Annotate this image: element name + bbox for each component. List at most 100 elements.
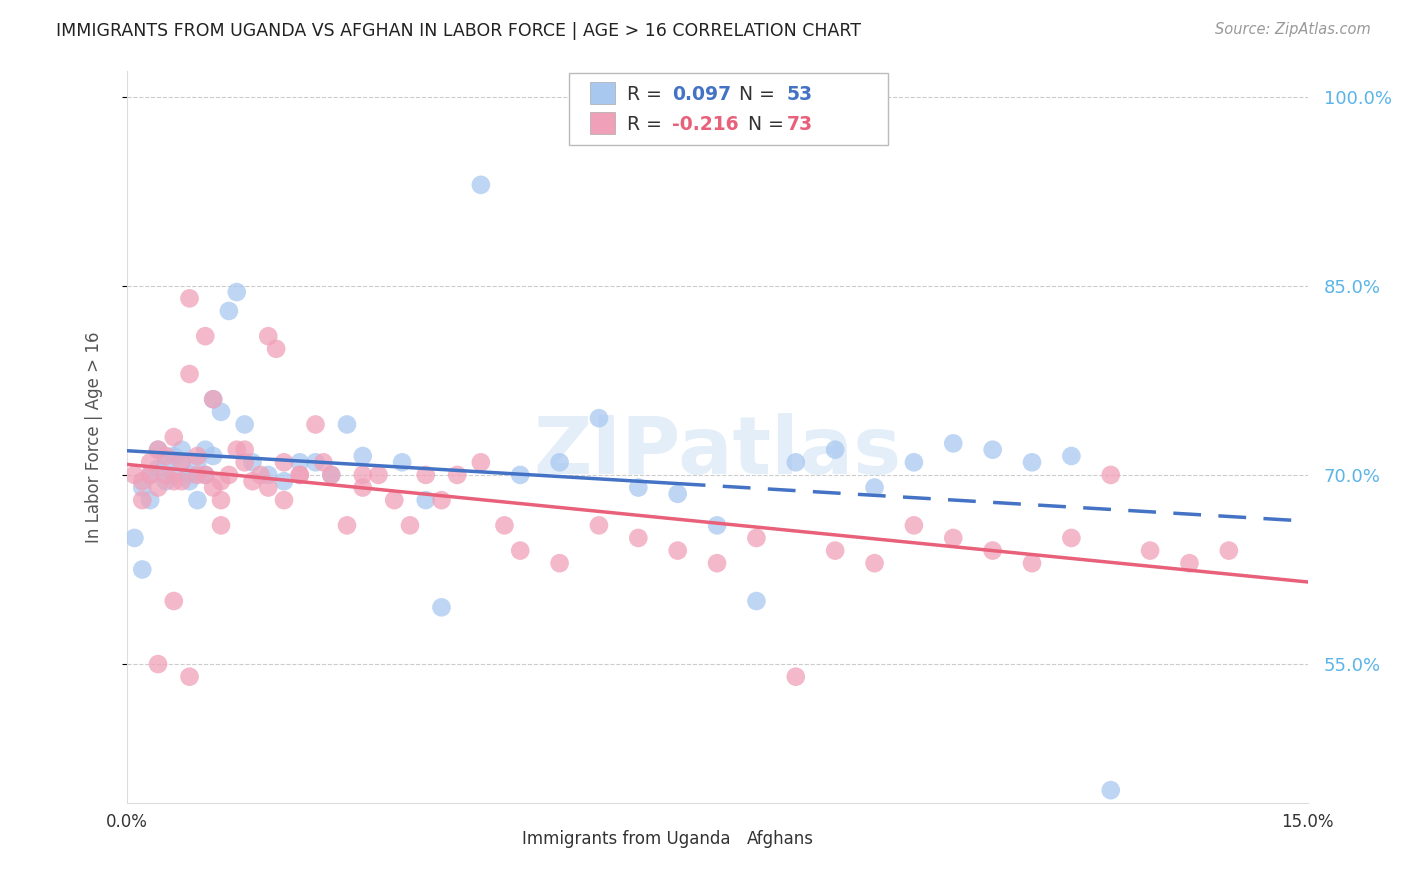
Point (249, 467, 271, 482)
Point (186, 449, 208, 463)
Point (430, 600, 453, 615)
Text: 73: 73 (787, 114, 813, 134)
Point (225, 442, 247, 457)
Point (273, 455, 295, 469)
Point (225, 285, 247, 299)
Point (209, 474, 232, 488)
Point (139, 493, 162, 508)
Point (202, 449, 225, 463)
Point (367, 467, 389, 482)
Point (785, 670, 807, 684)
Point (470, 178, 492, 192)
Point (446, 467, 468, 482)
Point (146, 657, 169, 671)
Point (588, 518, 610, 533)
Text: N =: N = (748, 114, 790, 134)
Point (745, 594, 768, 608)
Point (1099, 467, 1122, 482)
Text: R =: R = (627, 114, 668, 134)
Point (321, 467, 343, 482)
Point (163, 430, 186, 444)
Point (1060, 449, 1083, 463)
Point (1139, 543, 1161, 558)
Point (124, 467, 146, 482)
Point (706, 556, 728, 570)
Point (170, 455, 193, 469)
Point (233, 455, 256, 469)
Point (186, 493, 208, 508)
Point (824, 442, 846, 457)
Point (1178, 556, 1201, 570)
Text: Afghans: Afghans (747, 830, 814, 848)
FancyBboxPatch shape (569, 73, 889, 145)
Point (1099, 783, 1122, 797)
Point (509, 467, 531, 482)
Point (288, 467, 311, 482)
Point (288, 455, 311, 469)
Point (146, 481, 169, 495)
Point (399, 518, 422, 533)
Y-axis label: In Labor Force | Age > 16: In Labor Force | Age > 16 (84, 331, 103, 543)
Point (179, 474, 201, 488)
Point (273, 474, 295, 488)
Point (352, 449, 374, 463)
Point (218, 304, 240, 318)
Point (785, 455, 807, 469)
Point (257, 481, 280, 495)
Point (194, 442, 217, 457)
Point (548, 556, 571, 570)
Point (131, 562, 153, 576)
Point (233, 417, 256, 432)
Point (415, 493, 437, 508)
Point (163, 467, 186, 482)
Point (1218, 543, 1240, 558)
Point (179, 670, 201, 684)
Point (131, 481, 153, 495)
Point (257, 467, 280, 482)
Point (336, 518, 359, 533)
Point (194, 329, 217, 343)
Point (155, 449, 177, 463)
Point (131, 493, 153, 508)
Point (170, 455, 193, 469)
Point (863, 556, 886, 570)
Point (146, 442, 169, 457)
Point (863, 481, 886, 495)
Point (163, 449, 186, 463)
Point (273, 493, 295, 508)
Point (1021, 556, 1043, 570)
Text: N =: N = (740, 85, 782, 104)
Point (627, 531, 650, 545)
Point (209, 493, 232, 508)
Text: 0.097: 0.097 (672, 85, 731, 104)
Point (179, 467, 201, 482)
Point (942, 531, 965, 545)
Point (470, 455, 492, 469)
Point (264, 342, 287, 356)
FancyBboxPatch shape (589, 82, 616, 104)
Point (179, 367, 201, 381)
Point (242, 455, 264, 469)
Point (146, 442, 169, 457)
Point (352, 481, 374, 495)
Text: 53: 53 (787, 85, 813, 104)
Point (321, 467, 343, 482)
Point (155, 474, 177, 488)
Point (194, 467, 217, 482)
Point (218, 467, 240, 482)
Point (352, 467, 374, 482)
Point (903, 518, 925, 533)
Point (981, 442, 1004, 457)
Point (194, 467, 217, 482)
FancyBboxPatch shape (711, 832, 737, 847)
Point (209, 405, 232, 419)
Point (981, 543, 1004, 558)
Text: IMMIGRANTS FROM UGANDA VS AFGHAN IN LABOR FORCE | AGE > 16 CORRELATION CHART: IMMIGRANTS FROM UGANDA VS AFGHAN IN LABO… (56, 22, 862, 40)
Point (706, 518, 728, 533)
Point (139, 455, 162, 469)
Point (186, 467, 208, 482)
Point (202, 392, 225, 407)
Point (824, 543, 846, 558)
Point (627, 481, 650, 495)
Point (588, 411, 610, 425)
